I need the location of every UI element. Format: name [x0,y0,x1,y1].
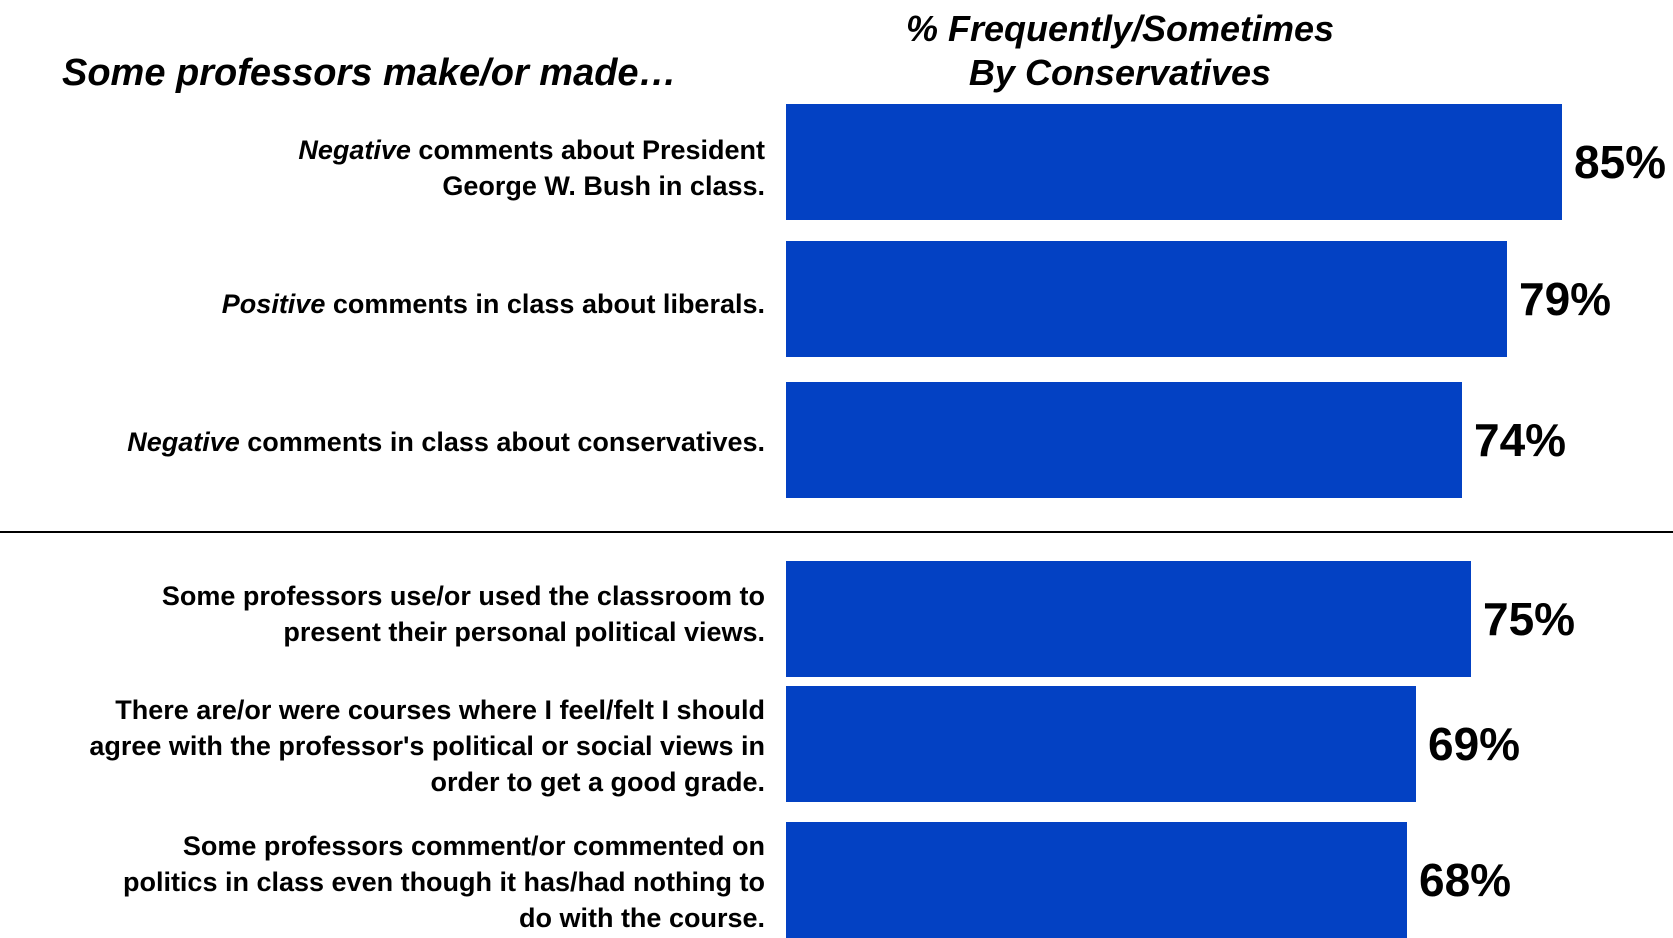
label-text: There are/or were courses where I feel/f… [115,695,765,725]
emphasis-text: Negative [298,135,411,165]
category-label: There are/or were courses where I feel/f… [89,692,765,800]
chart-title-right-line-1: % Frequently/Sometimes [905,8,1335,49]
value-label: 85% [1574,136,1667,188]
emphasis-text: Positive [221,289,326,319]
category-label-line: present their personal political views. [162,614,765,650]
value-label: 69% [1428,718,1521,770]
chart-title-left: Some professors make/or made… [62,52,677,94]
bar [786,686,1416,802]
chart-title-right: % Frequently/Sometimes By Conservatives [870,7,1370,95]
category-label: Positive comments in class about liberal… [222,286,765,322]
category-label: Some professors comment/or commented on p… [123,828,765,936]
value-label: 79% [1519,273,1612,325]
category-label-line: Some professors comment/or commented on [123,828,765,864]
label-text: do with the course. [518,903,765,933]
category-label-line: Positive comments in class about liberal… [222,286,765,322]
category-label-line: Negative comments in class about conserv… [127,424,765,460]
category-label-line: Negative comments about President [298,132,765,168]
label-text: Some professors use/or used the classroo… [161,581,765,611]
bar [786,104,1562,220]
category-label-line: George W. Bush in class. [298,168,765,204]
category-label: Negative comments about President George … [298,132,765,204]
label-text: agree with the professor's political or … [89,731,765,761]
chart-title-right-line-2: By Conservatives [968,52,1272,93]
category-label: Some professors use/or used the classroo… [162,578,765,650]
bar [786,561,1471,677]
label-text: comments in class about conservatives. [239,427,765,457]
value-label: 68% [1419,854,1512,906]
bar [786,241,1507,357]
label-text: present their personal political views. [283,617,765,647]
category-label-line: Some professors use/or used the classroo… [162,578,765,614]
label-text: comments about President [410,135,765,165]
category-label-line: do with the course. [123,900,765,936]
category-label-line: order to get a good grade. [89,764,765,800]
category-label-line: politics in class even though it has/had… [123,864,765,900]
label-text: order to get a good grade. [430,767,765,797]
label-text: Some professors comment/or commented on [182,831,765,861]
group-divider [0,531,1673,533]
emphasis-text: Negative [127,427,240,457]
category-label: Negative comments in class about conserv… [127,424,765,460]
category-label-line: There are/or were courses where I feel/f… [89,692,765,728]
label-text: comments in class about liberals. [325,289,765,319]
bar [786,382,1462,498]
label-text: politics in class even though it has/had… [122,867,765,897]
value-label: 75% [1483,593,1576,645]
bar [786,822,1407,938]
category-label-line: agree with the professor's political or … [89,728,765,764]
value-label: 74% [1474,414,1567,466]
label-text: George W. Bush in class. [442,171,765,201]
